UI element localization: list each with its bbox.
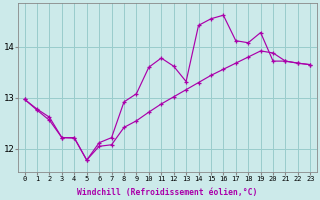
- X-axis label: Windchill (Refroidissement éolien,°C): Windchill (Refroidissement éolien,°C): [77, 188, 258, 197]
